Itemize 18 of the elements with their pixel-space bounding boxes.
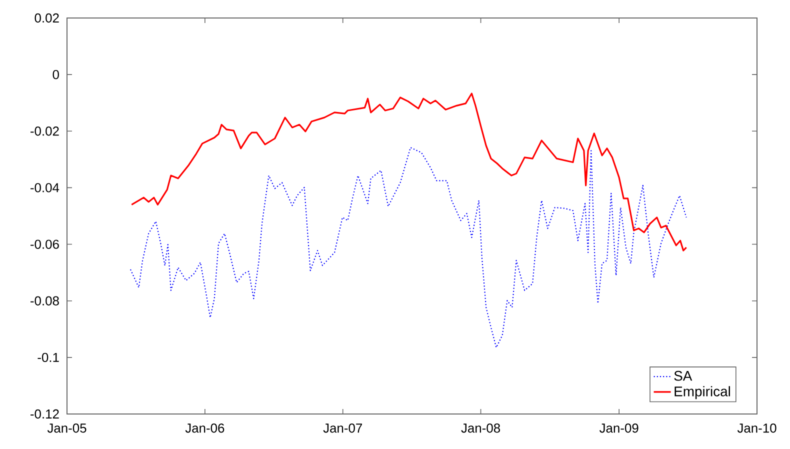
- legend-label: SA: [674, 370, 692, 381]
- y-tick-label: -0.12: [30, 409, 59, 419]
- y-tick-label: -0.02: [30, 126, 59, 136]
- y-tick-label: -0.04: [30, 183, 60, 192]
- x-tick-label: Jan-06: [185, 424, 224, 433]
- line-series: [130, 92, 688, 252]
- line-series: [130, 146, 687, 348]
- x-tick-label: Jan-08: [461, 424, 500, 433]
- x-tick-label: Jan-05: [47, 424, 86, 433]
- y-tick-label: -0.1: [38, 352, 59, 362]
- y-tick-label: -0.08: [30, 296, 59, 306]
- x-tick-label: Jan-10: [737, 424, 776, 433]
- legend-label: Empirical: [674, 386, 730, 400]
- y-tick-label: 0.02: [34, 13, 59, 23]
- y-tick-label: 0: [52, 70, 59, 80]
- x-tick-label: Jan-09: [599, 424, 638, 433]
- x-tick-label: Jan-07: [323, 424, 362, 433]
- y-tick-label: -0.06: [30, 240, 59, 249]
